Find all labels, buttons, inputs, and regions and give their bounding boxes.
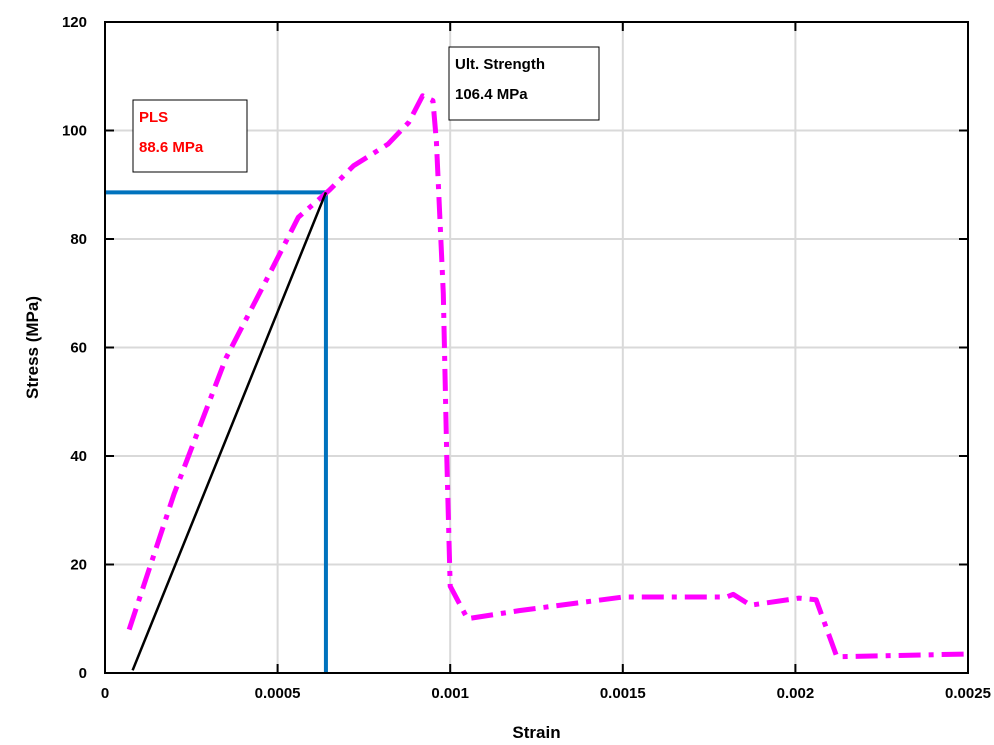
- ult-annotation-title: Ult. Strength: [455, 56, 545, 73]
- y-tick-label-0: 0: [79, 665, 87, 682]
- y-tick-label-6: 120: [62, 14, 87, 31]
- plot-series: [105, 93, 969, 673]
- axis-ticks: [104, 21, 969, 674]
- ult-annotation-value: 106.4 MPa: [455, 86, 528, 103]
- y-tick-label-4: 80: [70, 231, 87, 248]
- pls-annotation: PLS 88.6 MPa: [132, 99, 248, 173]
- x-axis-label: Strain: [512, 723, 560, 742]
- y-tick-label-1: 20: [70, 557, 87, 574]
- y-tick-label-2: 40: [70, 448, 87, 465]
- ult-annotation-box: [448, 46, 600, 121]
- annotations: PLS 88.6 MPa Ult. Strength 106.4 MPa: [132, 46, 600, 173]
- ult-annotation: Ult. Strength 106.4 MPa: [448, 46, 600, 121]
- x-tick-label-5: 0.0025: [945, 685, 991, 702]
- x-tick-label-2: 0.001: [431, 685, 469, 702]
- series-line-1: [131, 191, 328, 671]
- x-tick-label-1: 0.0005: [255, 685, 301, 702]
- grid: [105, 22, 968, 673]
- x-tick-label-4: 0.002: [777, 685, 815, 702]
- y-tick-label-5: 100: [62, 123, 87, 140]
- pls-annotation-box: [132, 99, 248, 173]
- y-axis-label: Stress (MPa): [23, 296, 42, 399]
- x-tick-label-3: 0.0015: [600, 685, 646, 702]
- y-tick-label-3: 60: [70, 340, 87, 357]
- pls-annotation-title: PLS: [139, 109, 168, 126]
- pls-annotation-value: 88.6 MPa: [139, 139, 204, 156]
- x-tick-label-0: 0: [101, 685, 109, 702]
- series-line-0: [126, 93, 969, 660]
- tick-labels: 0 0.0005 0.001 0.0015 0.002 0.0025 0 20 40 60 80 10…: [62, 14, 991, 702]
